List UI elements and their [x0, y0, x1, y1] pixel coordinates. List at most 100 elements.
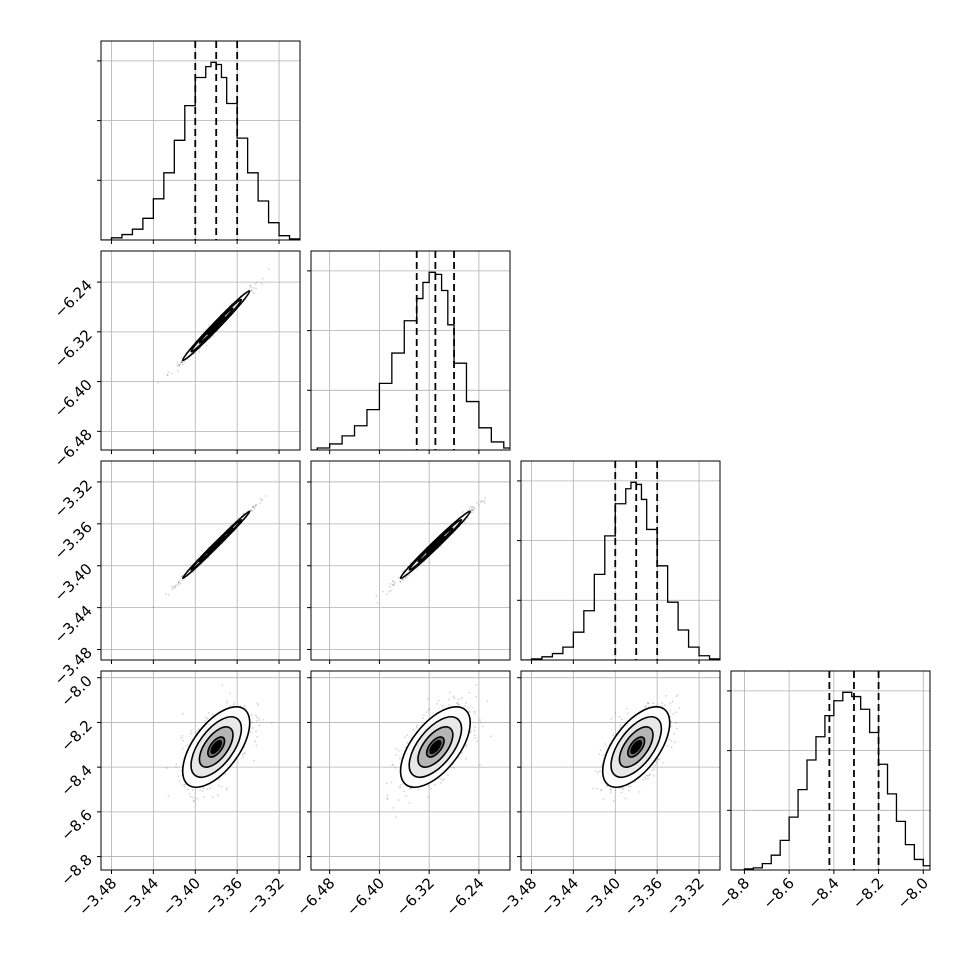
- sample-point: [255, 744, 258, 747]
- sample-point: [629, 785, 632, 788]
- panel-content: [521, 461, 720, 660]
- panel-frame: [310, 460, 511, 661]
- sample-point: [183, 785, 186, 788]
- sample-point: [427, 697, 430, 700]
- sample-point: [415, 724, 418, 727]
- sample-point: [484, 497, 487, 499]
- sample-point: [675, 695, 678, 698]
- contour-line-3: [627, 736, 646, 758]
- sample-point: [177, 581, 180, 584]
- sample-point: [442, 705, 444, 707]
- sample-point: [624, 797, 627, 800]
- sample-point: [250, 289, 253, 292]
- sample-point: [225, 788, 228, 791]
- sample-point: [255, 730, 257, 733]
- sample-point: [406, 742, 408, 744]
- scatter-panel-2-0: [97, 460, 301, 664]
- contour-line-0: [181, 705, 251, 789]
- grid-lines: [311, 461, 510, 660]
- sample-point: [448, 698, 450, 701]
- sample-point: [392, 584, 395, 587]
- sample-point: [458, 703, 460, 706]
- sample-point: [259, 498, 262, 500]
- sample-point: [675, 727, 678, 730]
- sample-point: [469, 505, 472, 508]
- sample-point: [180, 361, 183, 364]
- sample-point: [453, 766, 455, 769]
- sample-point: [427, 796, 430, 799]
- y-tick-label: −8.4: [57, 761, 95, 799]
- sample-point: [183, 578, 186, 580]
- sample-point: [480, 501, 482, 504]
- x-tick-label: −3.48: [75, 874, 120, 919]
- sample-point: [471, 707, 473, 709]
- sample-point: [661, 705, 664, 707]
- sample-point: [256, 702, 259, 705]
- sample-point: [609, 791, 612, 794]
- sample-point: [471, 506, 473, 508]
- sample-point: [256, 717, 259, 720]
- sample-point: [644, 705, 647, 708]
- sample-point: [471, 508, 474, 511]
- sample-point: [244, 706, 247, 709]
- density-peak: [429, 739, 442, 755]
- sample-point: [668, 738, 671, 741]
- contour-line-1: [610, 716, 663, 779]
- sample-point: [599, 770, 601, 773]
- sample-point: [657, 758, 659, 761]
- sample-point: [260, 499, 263, 502]
- sample-point: [664, 694, 667, 697]
- sample-point: [658, 758, 661, 761]
- sample-point: [468, 711, 471, 714]
- sample-point: [610, 718, 613, 720]
- scatter-panel-2-1: [307, 460, 511, 664]
- contour-line-0: [399, 510, 472, 580]
- sample-point: [465, 745, 467, 747]
- sample-point: [385, 782, 388, 785]
- sample-point: [178, 364, 181, 367]
- sample-point: [645, 704, 647, 707]
- sample-point: [448, 691, 451, 694]
- histogram-panel-0: [97, 40, 301, 244]
- grid-lines: [101, 251, 300, 450]
- sample-point: [609, 788, 612, 791]
- x-tick-label: −3.36: [201, 874, 246, 919]
- sample-point: [254, 503, 257, 506]
- sample-point: [186, 744, 189, 747]
- sample-point: [397, 577, 400, 579]
- histogram-panel-1: [307, 250, 511, 454]
- sample-point: [189, 732, 192, 735]
- contour-line-1: [408, 518, 463, 571]
- y-tick-label: −6.24: [51, 276, 96, 321]
- sample-point: [229, 705, 232, 707]
- panel-content: [521, 671, 720, 870]
- sample-point: [670, 739, 673, 742]
- panel-content: [311, 461, 510, 660]
- sample-point: [204, 720, 206, 722]
- sample-point: [648, 705, 651, 708]
- grid-lines: [101, 41, 300, 240]
- grid-lines: [731, 671, 930, 870]
- sample-point: [610, 788, 612, 791]
- density-peak: [210, 319, 223, 332]
- sample-point: [251, 721, 253, 724]
- contour-line-0: [601, 705, 671, 789]
- sample-point: [182, 712, 184, 715]
- sample-point: [261, 277, 264, 280]
- sample-point: [152, 606, 155, 609]
- sample-point: [171, 585, 174, 588]
- y-tick-label: −3.36: [51, 518, 96, 563]
- panel-frame: [520, 460, 721, 661]
- sample-point: [663, 704, 666, 707]
- sample-point: [187, 358, 190, 361]
- sample-point: [614, 789, 617, 792]
- sample-point: [622, 788, 625, 790]
- sample-point: [212, 713, 215, 716]
- sample-point: [479, 721, 482, 724]
- sample-point: [251, 509, 254, 512]
- sample-point: [470, 730, 472, 733]
- sample-point: [187, 788, 189, 791]
- sample-point: [386, 797, 389, 800]
- panel-frame: [730, 670, 931, 871]
- sample-point: [224, 773, 227, 775]
